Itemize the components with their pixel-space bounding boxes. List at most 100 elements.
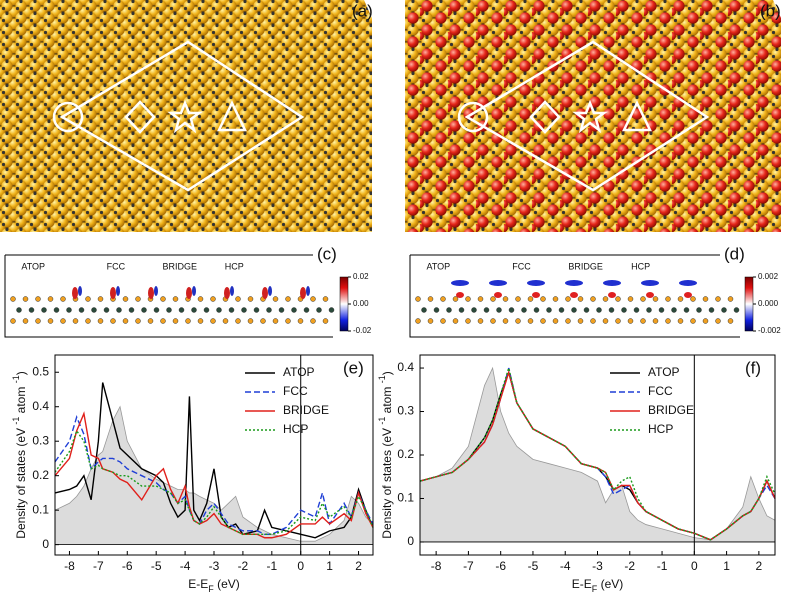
panel-a — [0, 0, 372, 232]
atom — [633, 307, 640, 313]
x-tick-label: -8 — [431, 559, 442, 573]
atom — [477, 318, 484, 324]
atom — [540, 296, 546, 302]
y-tick-label: 0.4 — [32, 399, 49, 413]
x-tick-label: -2 — [238, 559, 249, 573]
atom — [116, 307, 122, 313]
site-label: BRIDGE — [568, 261, 603, 271]
atom — [197, 296, 204, 302]
x-tick-label: -6 — [122, 559, 133, 573]
atom — [160, 296, 166, 302]
x-tick-label: 2 — [756, 559, 763, 573]
y-axis-label: Density of states (eV -1 atom -1) — [377, 371, 394, 538]
atom — [671, 307, 677, 313]
atom — [615, 318, 621, 324]
y-axis-label-part: -1 — [11, 375, 21, 383]
y-tick-label: 0.1 — [32, 502, 49, 516]
site-label: FCC — [512, 261, 531, 271]
atom — [235, 318, 241, 324]
site-label: HCP — [631, 261, 650, 271]
atom — [122, 296, 129, 302]
atom — [10, 296, 16, 302]
atom — [228, 307, 235, 313]
x-tick-label: -5 — [528, 559, 539, 573]
legend-label: ATOP — [648, 365, 680, 379]
atom — [141, 307, 147, 313]
series-line — [54, 382, 374, 539]
atom — [558, 307, 565, 313]
atom — [727, 296, 734, 302]
atom — [452, 318, 459, 324]
colorbar-tick-label: 0.000 — [758, 299, 779, 308]
atom — [427, 318, 434, 324]
density-lobe — [451, 280, 469, 286]
legend-label: BRIDGE — [648, 403, 694, 417]
atom — [147, 318, 154, 324]
x-tick-label: -2 — [624, 559, 635, 573]
y-tick-label: 0 — [42, 537, 49, 551]
atom — [502, 296, 509, 302]
atom — [465, 318, 471, 324]
x-axis-label-part: (eV) — [214, 577, 240, 591]
legend-label: FCC — [648, 384, 673, 398]
atom — [297, 318, 304, 324]
atom — [677, 296, 684, 302]
atom — [128, 307, 135, 313]
atom — [521, 307, 527, 313]
atom — [577, 318, 584, 324]
density-lobe — [684, 292, 692, 298]
series-line — [54, 414, 374, 536]
atom — [16, 307, 22, 313]
density-lobe — [268, 286, 272, 296]
atom — [571, 307, 577, 313]
x-tick-label: 0 — [691, 559, 698, 573]
atom — [596, 307, 602, 313]
atom — [60, 296, 66, 302]
atom — [515, 296, 521, 302]
atom — [285, 296, 291, 302]
y-tick-label: 0.3 — [32, 433, 49, 447]
site-markers — [457, 40, 710, 192]
atom — [602, 318, 609, 324]
y-axis-label-part: Density of states (eV — [380, 425, 394, 539]
y-axis-label: Density of states (eV -1 atom -1) — [11, 371, 28, 538]
atom — [22, 318, 29, 324]
colorbar-tick-label: 0.02 — [353, 272, 369, 281]
y-tick-label: 0.2 — [32, 468, 49, 482]
atom — [272, 318, 279, 324]
atom — [91, 307, 97, 313]
atom — [153, 307, 160, 313]
atom — [235, 296, 241, 302]
atom — [440, 296, 446, 302]
x-tick-label: -6 — [495, 559, 506, 573]
atom — [590, 296, 596, 302]
atom — [278, 307, 285, 313]
atom — [135, 296, 141, 302]
density-lobe — [494, 292, 502, 298]
atom — [677, 318, 684, 324]
atom — [465, 296, 471, 302]
density-lobe — [186, 287, 192, 299]
atom — [210, 296, 216, 302]
y-axis-label-part: Density of states (eV — [14, 425, 28, 539]
atom — [172, 318, 179, 324]
atom — [241, 307, 247, 313]
atom — [552, 318, 559, 324]
x-tick-label: -3 — [209, 559, 220, 573]
atom — [533, 307, 540, 313]
atom — [203, 307, 210, 313]
panel-label: (a) — [352, 1, 373, 20]
atom — [135, 318, 141, 324]
atom — [47, 296, 54, 302]
atom — [310, 318, 316, 324]
atom — [303, 307, 310, 313]
density-lobe — [230, 286, 234, 296]
atom — [322, 318, 329, 324]
atom — [185, 318, 191, 324]
series-line — [54, 411, 374, 539]
atom — [715, 296, 721, 302]
atom — [646, 307, 652, 313]
site-label: ATOP — [21, 261, 45, 271]
colorbar — [339, 276, 349, 332]
density-lobe — [300, 287, 306, 299]
